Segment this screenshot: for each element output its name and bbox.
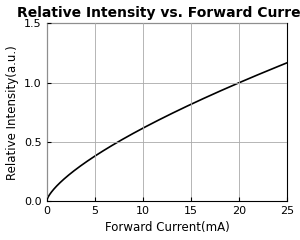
Y-axis label: Relative Intensity(a.u.): Relative Intensity(a.u.)	[6, 45, 19, 180]
Title: Relative Intensity vs. Forward Current: Relative Intensity vs. Forward Current	[17, 6, 300, 19]
X-axis label: Forward Current(mA): Forward Current(mA)	[105, 222, 230, 234]
